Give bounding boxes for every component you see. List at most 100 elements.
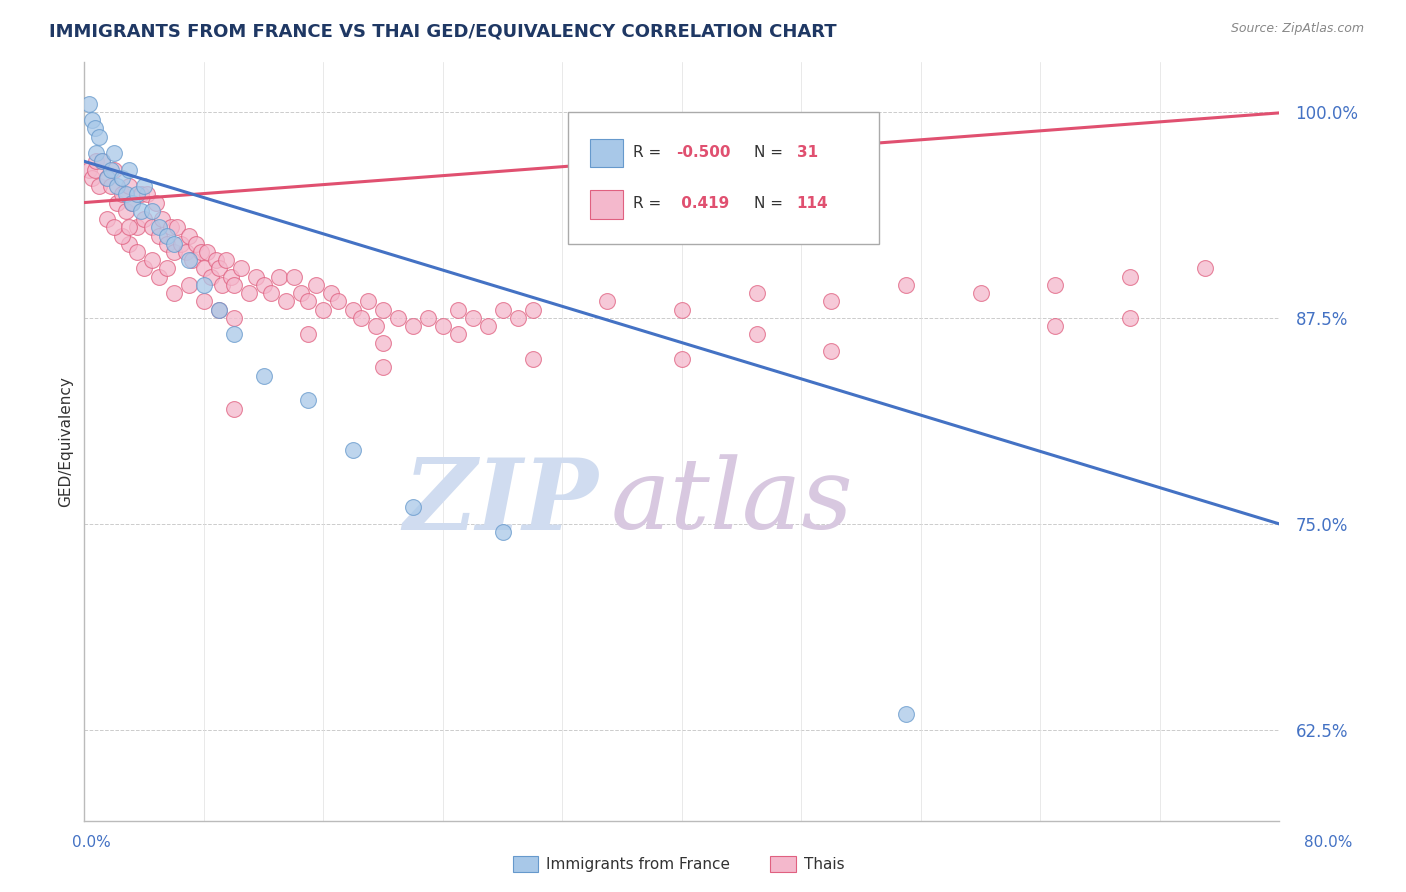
Point: [506, 310, 529, 325]
Text: Immigrants from France: Immigrants from France: [546, 857, 730, 871]
Point: [163, 236, 186, 251]
Point: [118, 162, 141, 177]
Point: [181, 253, 204, 268]
Point: [522, 302, 544, 317]
Point: [461, 310, 484, 325]
Text: Source: ZipAtlas.com: Source: ZipAtlas.com: [1230, 22, 1364, 36]
Point: [364, 319, 387, 334]
Point: [274, 294, 297, 309]
Point: [77, 96, 100, 111]
Point: [245, 269, 267, 284]
Text: 80.0%: 80.0%: [1305, 836, 1353, 850]
Point: [373, 302, 395, 317]
Point: [145, 195, 167, 210]
Point: [118, 236, 141, 251]
Point: [297, 393, 319, 408]
Point: [477, 319, 499, 334]
Point: [125, 187, 148, 202]
Point: [132, 212, 156, 227]
Point: [432, 319, 454, 334]
Point: [492, 302, 515, 317]
Point: [195, 244, 218, 259]
Point: [1045, 319, 1067, 334]
Point: [105, 195, 128, 210]
Point: [115, 187, 138, 202]
Point: [148, 269, 170, 284]
Point: [820, 294, 842, 309]
Point: [193, 277, 215, 292]
Point: [190, 244, 212, 259]
Point: [193, 294, 215, 309]
Point: [745, 286, 768, 301]
Point: [319, 286, 342, 301]
Point: [1045, 277, 1067, 292]
Point: [170, 236, 193, 251]
Point: [103, 220, 125, 235]
Text: R =: R =: [633, 145, 666, 160]
Point: [174, 244, 197, 259]
Point: [373, 360, 395, 375]
Point: [894, 277, 917, 292]
Point: [671, 302, 693, 317]
Point: [100, 162, 122, 177]
Text: 31: 31: [797, 145, 818, 160]
Point: [238, 286, 260, 301]
Point: [177, 228, 200, 243]
Point: [492, 525, 515, 540]
Point: [205, 253, 228, 268]
Point: [350, 310, 373, 325]
Point: [96, 170, 118, 185]
FancyBboxPatch shape: [568, 112, 879, 244]
Point: [118, 179, 141, 194]
Point: [211, 277, 233, 292]
Text: R =: R =: [633, 196, 666, 211]
Text: atlas: atlas: [610, 455, 853, 549]
Point: [103, 146, 125, 161]
Point: [894, 706, 917, 721]
Text: 0.419: 0.419: [676, 196, 730, 211]
Point: [121, 195, 143, 210]
Point: [155, 236, 177, 251]
Bar: [591, 138, 623, 168]
Point: [200, 269, 222, 284]
Point: [373, 335, 395, 350]
Point: [77, 162, 100, 177]
Point: [222, 401, 245, 416]
Point: [129, 203, 152, 218]
Point: [136, 187, 159, 202]
Point: [148, 220, 170, 235]
Point: [208, 302, 231, 317]
Point: [150, 212, 173, 227]
Point: [745, 327, 768, 342]
Text: -0.500: -0.500: [676, 145, 731, 160]
Bar: [591, 190, 623, 219]
Point: [357, 294, 380, 309]
Point: [121, 195, 143, 210]
Point: [1119, 310, 1142, 325]
Point: [820, 343, 842, 358]
Point: [253, 277, 276, 292]
Point: [1194, 261, 1216, 276]
Point: [83, 121, 105, 136]
Point: [447, 302, 470, 317]
Point: [141, 253, 163, 268]
Point: [283, 269, 305, 284]
Point: [297, 294, 319, 309]
Point: [231, 261, 253, 276]
Point: [125, 244, 148, 259]
Point: [328, 294, 350, 309]
Point: [163, 244, 186, 259]
Point: [86, 154, 108, 169]
Point: [118, 220, 141, 235]
Point: [111, 228, 134, 243]
Text: 114: 114: [797, 196, 828, 211]
Point: [215, 253, 238, 268]
Point: [155, 228, 177, 243]
Point: [342, 302, 364, 317]
Point: [342, 442, 364, 457]
Point: [253, 368, 276, 383]
Point: [115, 203, 138, 218]
Point: [208, 302, 231, 317]
Point: [141, 220, 163, 235]
Point: [148, 228, 170, 243]
